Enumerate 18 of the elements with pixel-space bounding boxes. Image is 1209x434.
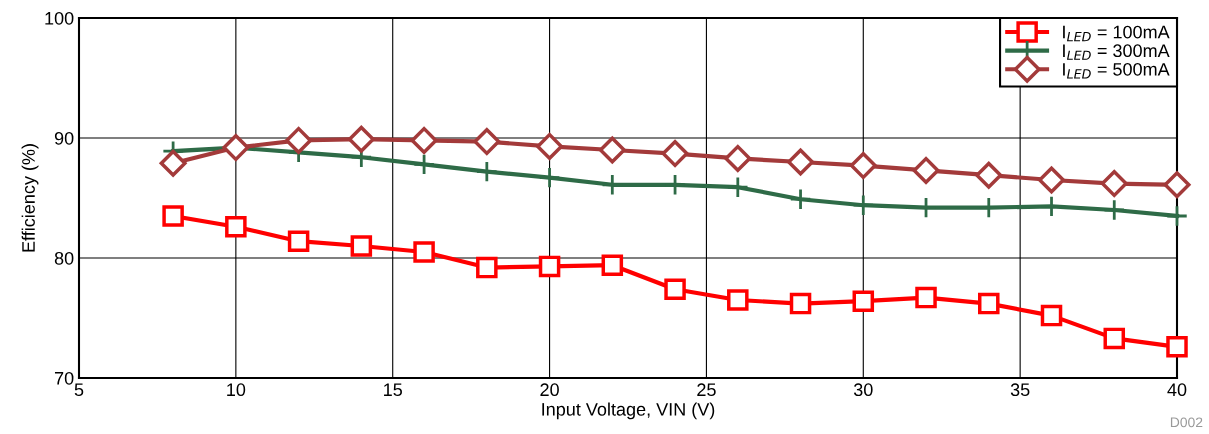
y-tick-label: 80 [54, 251, 74, 265]
x-tick-label: 40 [1167, 383, 1187, 397]
text: D002 [1170, 417, 1203, 428]
x-tick-label: 15 [384, 383, 402, 397]
legend-label: I$_{LED}$ = 300mA [1063, 44, 1170, 60]
y-tick-label: 90 [54, 131, 74, 145]
x-tick-label: 30 [853, 383, 873, 397]
y-axis-title: Efficiency (%) [21, 144, 39, 252]
x-tick-label: 5 [74, 383, 84, 397]
x-tick-label: 20 [540, 383, 559, 397]
x-tick-label: 35 [1010, 383, 1030, 397]
legend-label: I$_{LED}$ = 500mA [1063, 62, 1170, 79]
x-axis-title: Input Voltage, VIN (V) [542, 402, 715, 420]
x-tick-label: 25 [697, 383, 716, 397]
legend-label: I$_{LED}$ = 100mA [1063, 25, 1170, 42]
y-tick-label: 70 [54, 371, 74, 385]
y-tick-label: 100 [45, 11, 74, 25]
x-tick-label: 10 [227, 383, 246, 397]
